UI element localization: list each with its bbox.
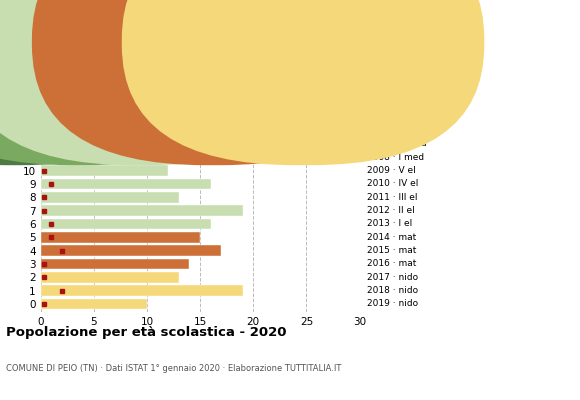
Text: 2001 · V sup: 2001 · V sup <box>367 60 423 68</box>
Text: Sec. II grado: Sec. II grado <box>22 38 78 46</box>
Bar <box>41 232 200 243</box>
Text: Scuola dell'Infanzia: Scuola dell'Infanzia <box>222 38 310 46</box>
Bar <box>41 138 168 150</box>
Text: 2017 · nido: 2017 · nido <box>367 273 418 282</box>
Bar <box>41 272 179 283</box>
Text: 2011 · III el: 2011 · III el <box>367 193 417 202</box>
Bar <box>41 178 211 190</box>
Text: Scuola Primaria: Scuola Primaria <box>150 38 220 46</box>
Text: 2008 · I med: 2008 · I med <box>367 153 424 162</box>
Bar <box>41 258 190 270</box>
Text: 2013 · I el: 2013 · I el <box>367 220 412 228</box>
Bar <box>41 205 242 216</box>
Text: 2016 · mat: 2016 · mat <box>367 260 416 268</box>
Text: 2019 · nido: 2019 · nido <box>367 300 418 308</box>
Text: 2004 · II sup: 2004 · II sup <box>367 100 422 108</box>
Text: ■: ■ <box>354 37 364 47</box>
Bar <box>41 72 222 83</box>
Text: Anno di nascita: Anno di nascita <box>367 42 458 52</box>
Bar <box>41 98 317 110</box>
Text: 2006 · III med: 2006 · III med <box>367 126 429 135</box>
Bar <box>41 165 168 176</box>
Text: Sec. I grado: Sec. I grado <box>88 38 142 46</box>
Text: 2015 · mat: 2015 · mat <box>367 246 416 255</box>
Text: 2014 · mat: 2014 · mat <box>367 233 416 242</box>
Bar <box>41 285 242 296</box>
Text: 2010 · IV el: 2010 · IV el <box>367 180 418 188</box>
Text: 2003 · III sup: 2003 · III sup <box>367 86 425 95</box>
Bar <box>41 85 242 96</box>
Text: 2012 · II el: 2012 · II el <box>367 206 415 215</box>
Text: 2005 · I sup: 2005 · I sup <box>367 113 420 122</box>
Bar <box>41 125 222 136</box>
Text: Età: Età <box>41 44 60 54</box>
Bar <box>41 245 222 256</box>
Text: Asilo Nido: Asilo Nido <box>312 38 357 46</box>
Bar <box>41 152 179 163</box>
Text: COMUNE DI PEIO (TN) · Dati ISTAT 1° gennaio 2020 · Elaborazione TUTTITALIA.IT: COMUNE DI PEIO (TN) · Dati ISTAT 1° genn… <box>6 364 341 373</box>
Bar <box>41 112 317 123</box>
Text: 2007 · II med: 2007 · II med <box>367 140 426 148</box>
Text: 2009 · V el: 2009 · V el <box>367 166 415 175</box>
Bar <box>41 58 200 70</box>
Text: 2018 · nido: 2018 · nido <box>367 286 418 295</box>
Text: Stranieri: Stranieri <box>361 38 400 46</box>
Text: Popolazione per età scolastica - 2020: Popolazione per età scolastica - 2020 <box>6 326 287 339</box>
Bar <box>41 192 179 203</box>
Text: 2002 · IV sup: 2002 · IV sup <box>367 73 426 82</box>
Bar <box>41 298 147 310</box>
Bar <box>41 218 211 230</box>
